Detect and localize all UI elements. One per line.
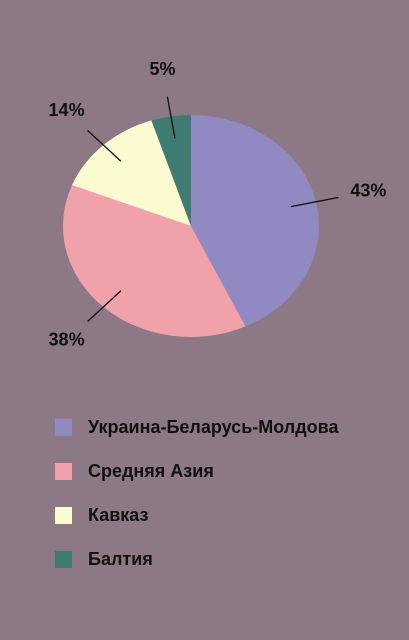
legend-label: Кавказ xyxy=(88,505,149,525)
legend-label: Балтия xyxy=(88,549,153,569)
pie-slice xyxy=(151,115,191,226)
pie-slice xyxy=(71,120,191,226)
data-label: 14% xyxy=(49,100,85,120)
legend-label: Украина-Беларусь-Молдова xyxy=(88,417,339,437)
leader-line xyxy=(87,290,122,322)
legend-swatch xyxy=(55,551,72,568)
pie-slice xyxy=(191,115,320,327)
leader-line xyxy=(290,196,339,208)
data-label: 38% xyxy=(49,330,85,350)
pie-slice xyxy=(62,185,246,338)
leader-line xyxy=(166,96,176,139)
data-label: 5% xyxy=(150,59,176,79)
legend-swatch xyxy=(55,463,72,480)
data-label: 43% xyxy=(350,180,386,200)
legend-swatch xyxy=(55,507,72,524)
leader-line xyxy=(87,130,122,162)
legend-label: Средняя Азия xyxy=(88,461,214,481)
legend-swatch xyxy=(55,419,72,436)
